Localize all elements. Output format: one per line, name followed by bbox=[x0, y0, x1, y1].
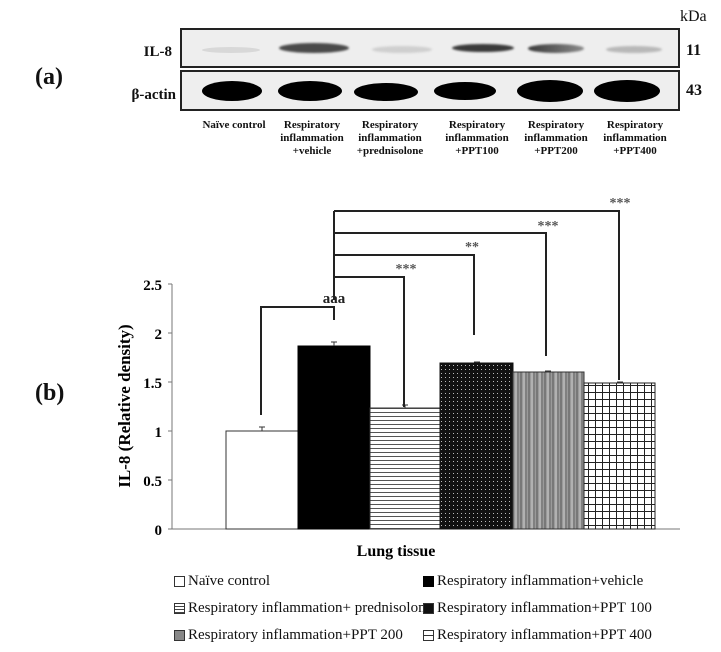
legend-item-ppt400: Respiratory inflammation+PPT 400 bbox=[423, 627, 652, 644]
legend-item-ppt100: Respiratory inflammation+PPT 100 bbox=[423, 600, 652, 617]
beta-actin-blot-strip bbox=[180, 70, 680, 111]
sig-label-ppt400: *** bbox=[610, 196, 631, 211]
lane-label-ppt200: Respiratory inflammation +PPT200 bbox=[524, 119, 588, 157]
actin-band-ppt400 bbox=[594, 80, 660, 102]
legend-swatch-vertical-lines bbox=[174, 630, 185, 641]
il8-band-vehicle bbox=[279, 43, 349, 53]
lane-label-naive: Naïve control bbox=[202, 119, 266, 131]
bars bbox=[225, 345, 656, 530]
panel-b-label: (b) bbox=[35, 380, 65, 406]
il8-band-ppt400 bbox=[606, 46, 662, 53]
y-tick-1.5: 1.5 bbox=[143, 376, 162, 392]
legend-item-prednisolone: Respiratory inflammation+ prednisolone bbox=[174, 600, 432, 617]
y-axis-title: IL-8 (Relative density) bbox=[115, 324, 134, 487]
y-tick-2: 2 bbox=[155, 327, 163, 343]
legend-item-ppt200: Respiratory inflammation+PPT 200 bbox=[174, 627, 403, 644]
lane-label-ppt400: Respiratory inflammation +PPT400 bbox=[603, 119, 667, 157]
il8-band-ppt200 bbox=[528, 44, 584, 53]
il8-band-ppt100 bbox=[452, 44, 514, 52]
blot-row-label-beta-actin: β-actin bbox=[131, 87, 176, 103]
bar-ppt400 bbox=[583, 382, 656, 530]
legend-swatch-horizontal-lines bbox=[174, 603, 185, 614]
bracket-vehicle-vs-ppt400 bbox=[334, 210, 620, 380]
il8-blot-strip bbox=[180, 28, 680, 68]
sig-label-aaa: aaa bbox=[323, 291, 346, 307]
lane-label-vehicle: Respiratory inflammation +vehicle bbox=[280, 119, 344, 157]
significance-brackets bbox=[260, 210, 620, 415]
y-axis: 2.5 2 1.5 1 0.5 0 IL-8 (Relative density… bbox=[115, 278, 173, 539]
legend-swatch-black bbox=[423, 576, 434, 587]
bar-ppt200 bbox=[512, 371, 585, 530]
lane-label-ppt100: Respiratory inflammation +PPT100 bbox=[445, 119, 509, 157]
actin-band-prednisolone bbox=[354, 83, 418, 101]
bar-vehicle bbox=[297, 345, 371, 530]
il8-band-naive bbox=[202, 47, 260, 53]
sig-label-prednisolone: *** bbox=[396, 262, 417, 277]
actin-band-ppt200 bbox=[517, 80, 583, 102]
panel-a-label: (a) bbox=[35, 64, 63, 90]
y-tick-0.5: 0.5 bbox=[143, 474, 162, 490]
actin-band-vehicle bbox=[278, 81, 342, 101]
actin-band-ppt100 bbox=[434, 82, 496, 100]
bracket-control-vs-vehicle bbox=[260, 306, 335, 415]
blot-row-label-il8: IL-8 bbox=[143, 44, 172, 60]
sig-label-ppt100: ** bbox=[465, 240, 479, 255]
y-tick-1: 1 bbox=[155, 425, 163, 441]
y-tick-0: 0 bbox=[155, 523, 163, 539]
sig-label-ppt200: *** bbox=[538, 219, 559, 234]
bar-naive-control bbox=[225, 430, 299, 530]
x-axis-title: Lung tissue bbox=[357, 543, 436, 560]
kda-value-beta-actin: 43 bbox=[686, 82, 702, 99]
actin-band-naive bbox=[202, 81, 262, 101]
bar-prednisolone bbox=[369, 407, 441, 530]
kda-unit-label: kDa bbox=[680, 8, 707, 25]
legend-swatch-grid bbox=[423, 630, 434, 641]
legend-item-naive: Naïve control bbox=[174, 573, 270, 590]
y-tick-2.5: 2.5 bbox=[143, 278, 162, 294]
legend-swatch-dotted bbox=[423, 603, 434, 614]
lane-label-prednisolone: Respiratory inflammation +prednisolone bbox=[356, 119, 424, 157]
bar-ppt100 bbox=[439, 362, 514, 530]
legend-swatch-white bbox=[174, 576, 185, 587]
bracket-vehicle-vs-ppt200 bbox=[334, 232, 547, 356]
legend-item-vehicle: Respiratory inflammation+vehicle bbox=[423, 573, 643, 590]
bracket-vehicle-vs-ppt100 bbox=[334, 254, 475, 335]
kda-value-il8: 11 bbox=[686, 42, 702, 59]
il8-band-prednisolone bbox=[372, 46, 432, 53]
